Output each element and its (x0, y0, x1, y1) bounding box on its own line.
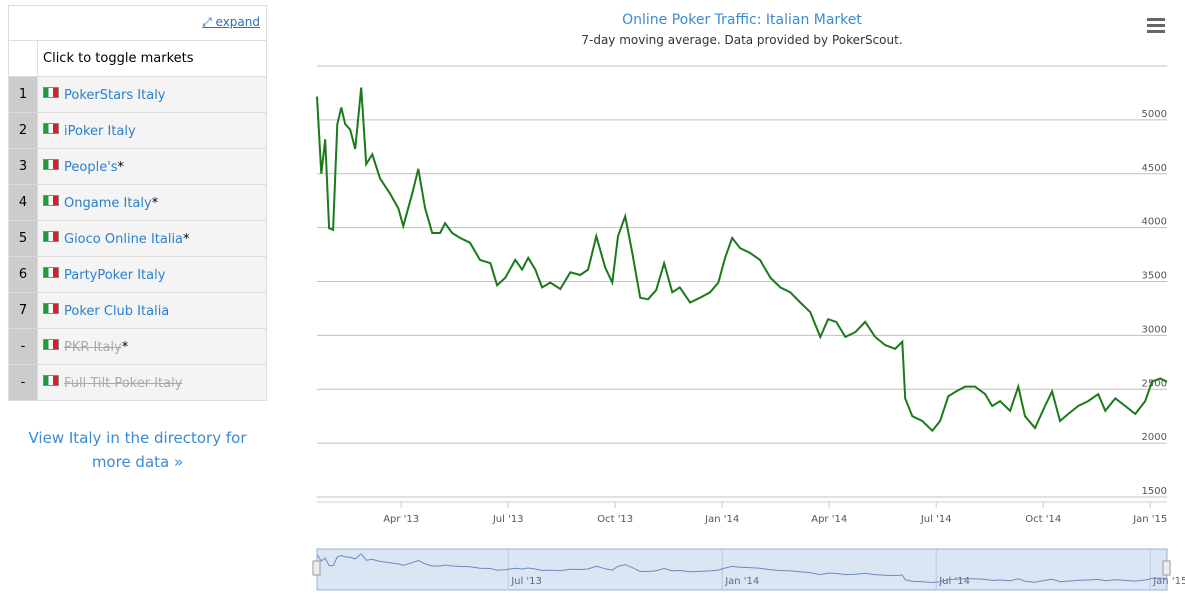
navigator-label: Jan '14 (724, 576, 759, 587)
flag-icon (43, 266, 59, 278)
rank-cell: 4 (8, 184, 38, 221)
y-tick-label: 2500 (1142, 378, 1167, 389)
flag-icon (43, 338, 59, 350)
market-row[interactable]: 2 iPoker Italy (8, 112, 267, 149)
market-row[interactable]: 3 People's* (8, 148, 267, 185)
y-tick-label: 1500 (1142, 486, 1167, 497)
market-row[interactable]: 5 Gioco Online Italia* (8, 220, 267, 257)
navigator-bg (316, 548, 1168, 591)
expand-link[interactable]: ⤢ expand (202, 15, 260, 29)
y-tick-label: 5000 (1142, 109, 1167, 120)
navigator-handle[interactable] (1162, 560, 1171, 576)
rank-cell: 2 (8, 112, 38, 149)
menu-bar (1147, 30, 1165, 33)
menu-button[interactable] (1147, 18, 1165, 33)
flag-icon (43, 122, 59, 134)
directory-link[interactable]: View Italy in the directory for more dat… (28, 429, 247, 471)
chart-title: Online Poker Traffic: Italian Market (622, 12, 862, 28)
name-cell: PKR Italy* (37, 328, 267, 365)
y-tick-label: 3000 (1142, 324, 1167, 335)
x-tick-label: Oct '14 (1025, 514, 1061, 525)
asterisk: * (121, 339, 129, 355)
market-row[interactable]: - Full Tilt Poker Italy (8, 364, 267, 401)
navigator-label: Jan '15 (1152, 576, 1185, 587)
market-row[interactable]: - PKR Italy* (8, 328, 267, 365)
chart-subtitle: 7-day moving average. Data provided by P… (581, 33, 902, 47)
y-tick-label: 2000 (1142, 432, 1167, 443)
flag-icon (43, 194, 59, 206)
rank-cell: 1 (8, 76, 38, 113)
flag-icon (43, 158, 59, 170)
flag-icon (43, 86, 59, 98)
rank-cell: - (8, 364, 38, 401)
navigator-handle[interactable] (312, 560, 321, 576)
market-row[interactable]: 7 Poker Club Italia (8, 292, 267, 329)
rank-cell: 3 (8, 148, 38, 185)
rank-cell: 6 (8, 256, 38, 293)
market-name: iPoker Italy (64, 123, 136, 139)
x-tick-label: Apr '14 (811, 514, 847, 525)
asterisk: * (151, 195, 159, 211)
market-row[interactable]: 6 PartyPoker Italy (8, 256, 267, 293)
market-row[interactable]: 1 PokerStars Italy (8, 76, 267, 113)
market-row[interactable]: 4 Ongame Italy* (8, 184, 267, 221)
navigator-label: Jul '13 (510, 576, 542, 587)
x-tick-label: Jul '13 (492, 514, 524, 525)
market-name: PKR Italy (64, 339, 122, 355)
expand-icon: ⤢ (202, 15, 212, 29)
name-cell: Gioco Online Italia* (37, 220, 267, 257)
name-cell: Poker Club Italia (37, 292, 267, 329)
market-name: Gioco Online Italia (64, 231, 184, 247)
sidebar: ⤢ expand Click to toggle markets 1 PokerS… (8, 5, 267, 474)
x-tick-label: Jul '14 (920, 514, 952, 525)
menu-bar (1147, 24, 1165, 27)
data-line (316, 87, 1168, 433)
market-name: Full Tilt Poker Italy (64, 375, 183, 391)
navigator-label: Jul '14 (938, 576, 970, 587)
name-cell: People's* (37, 148, 267, 185)
y-tick-label: 3500 (1142, 271, 1167, 282)
name-cell: PartyPoker Italy (37, 256, 267, 293)
x-tick-label: Jan '15 (1132, 514, 1167, 525)
name-cell: Full Tilt Poker Italy (37, 364, 267, 401)
x-tick-label: Oct '13 (597, 514, 633, 525)
flag-icon (43, 230, 59, 242)
asterisk: * (183, 231, 190, 247)
rank-cell: 5 (8, 220, 38, 257)
flag-icon (43, 374, 59, 386)
market-table: Click to toggle markets 1 PokerStars Ital… (8, 40, 267, 401)
blank-cell (8, 40, 38, 77)
name-cell: iPoker Italy (37, 112, 267, 149)
name-cell: Ongame Italy* (37, 184, 267, 221)
expand-bar: ⤢ expand (8, 5, 267, 40)
market-name: People's (64, 159, 118, 175)
flag-icon (43, 302, 59, 314)
y-tick-label: 4500 (1142, 163, 1167, 174)
name-cell: PokerStars Italy (37, 76, 267, 113)
market-name: PartyPoker Italy (64, 267, 166, 283)
x-tick-label: Jan '14 (704, 514, 739, 525)
market-name: PokerStars Italy (64, 87, 166, 103)
menu-bar (1147, 18, 1165, 21)
asterisk: * (117, 159, 125, 175)
rank-cell: - (8, 328, 38, 365)
market-name: Poker Club Italia (64, 303, 170, 319)
x-tick-label: Apr '13 (383, 514, 419, 525)
rank-cell: 7 (8, 292, 38, 329)
y-tick-label: 4000 (1142, 217, 1167, 228)
expand-text: expand (215, 15, 260, 29)
market-name: Ongame Italy (64, 195, 152, 211)
navigator-line (316, 553, 1168, 584)
